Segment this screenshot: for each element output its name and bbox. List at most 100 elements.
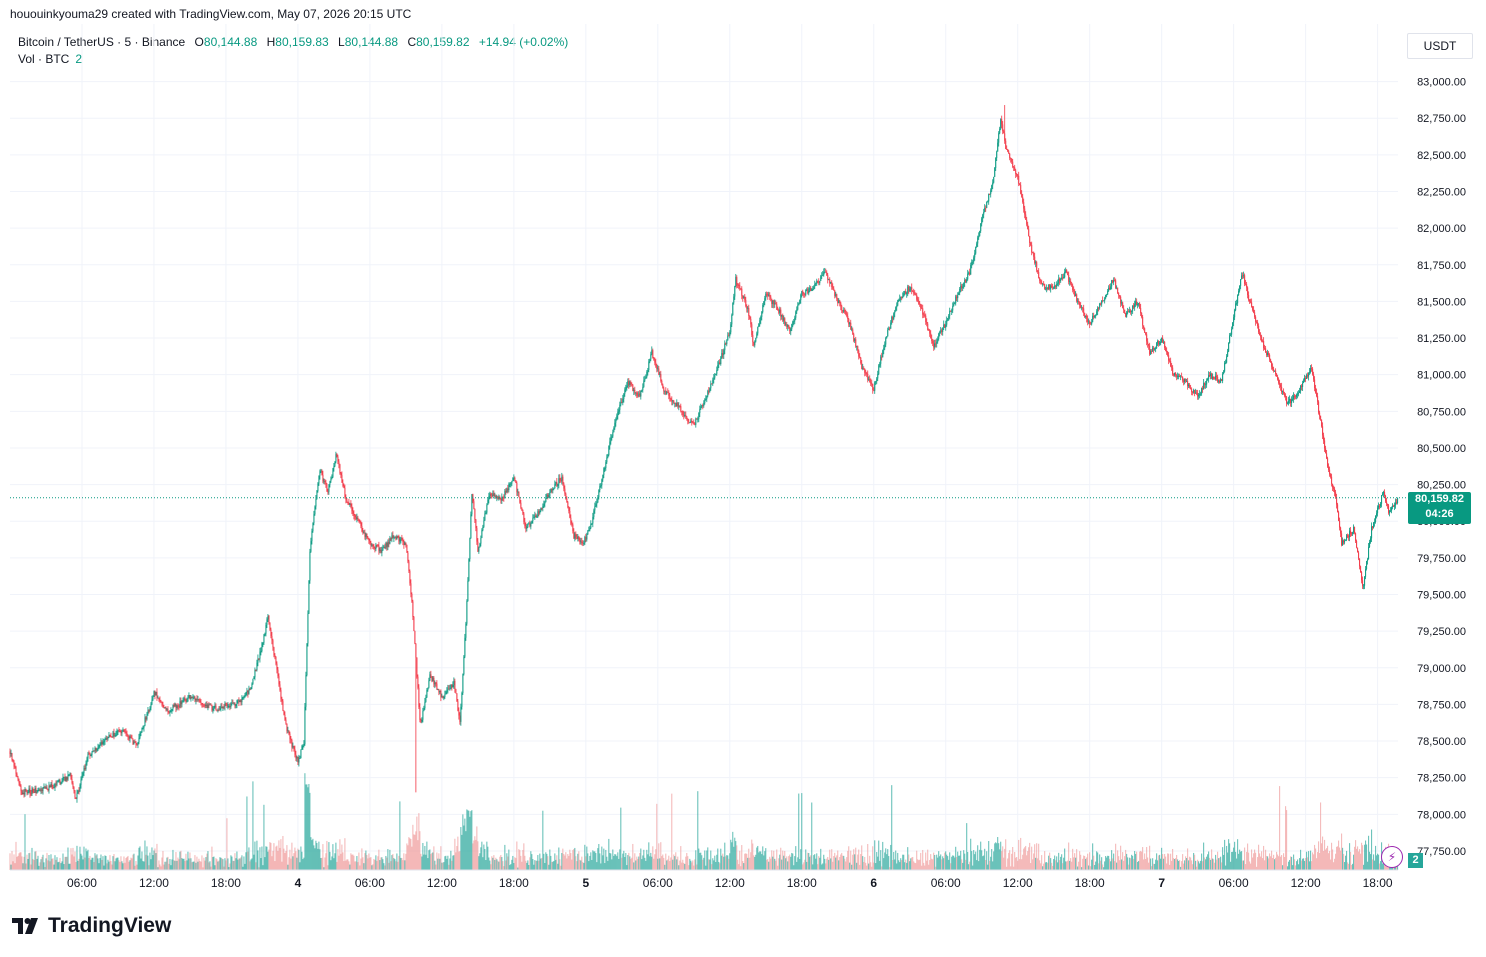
- candle: [1193, 388, 1195, 394]
- volume-bar: [158, 860, 160, 870]
- candle: [495, 494, 497, 499]
- volume-bar: [664, 864, 666, 870]
- volume-bar: [979, 849, 981, 870]
- candle: [980, 223, 982, 233]
- volume-bar: [1248, 852, 1250, 870]
- candle: [903, 291, 905, 297]
- volume-bar: [694, 859, 696, 870]
- volume-bar: [886, 854, 888, 870]
- volume-bar: [1250, 863, 1252, 870]
- y-tick-label: 80,500.00: [1417, 443, 1466, 455]
- candle: [84, 764, 86, 771]
- volume-bar: [140, 858, 142, 870]
- candle: [1296, 393, 1298, 400]
- volume-bar: [64, 856, 66, 870]
- candle: [1352, 531, 1354, 536]
- volume-bar: [1155, 859, 1157, 870]
- candle: [1235, 300, 1237, 312]
- candle: [457, 699, 459, 712]
- candle: [845, 309, 847, 316]
- candle: [1111, 279, 1113, 290]
- currency-button[interactable]: USDT: [1407, 33, 1473, 59]
- candle: [72, 781, 74, 790]
- volume-bar: [207, 851, 209, 870]
- candle: [334, 461, 336, 467]
- volume-bar: [155, 853, 157, 870]
- candle: [115, 730, 117, 737]
- volume-bar: [845, 861, 847, 870]
- volume-bar: [449, 858, 451, 870]
- volume-bar: [626, 865, 628, 870]
- candle: [811, 288, 813, 292]
- candle: [161, 701, 163, 707]
- candle: [1097, 306, 1099, 316]
- volume-bar: [1332, 849, 1334, 870]
- volume-bar: [1227, 852, 1229, 870]
- candle: [532, 514, 534, 524]
- volume-bar: [659, 858, 661, 870]
- volume-bar: [1362, 845, 1364, 870]
- candle: [1226, 354, 1228, 364]
- volume-bar: [680, 846, 682, 870]
- volume-bar: [1313, 854, 1315, 870]
- candle: [750, 316, 752, 328]
- candle: [1077, 298, 1079, 305]
- volume-bar: [1267, 856, 1269, 870]
- candle: [14, 762, 16, 769]
- candle: [1263, 337, 1265, 351]
- candle: [187, 695, 189, 702]
- symbol-title[interactable]: Bitcoin / TetherUS · 5 · Binance: [18, 35, 186, 49]
- candle: [586, 532, 588, 542]
- volume-bar: [929, 860, 931, 870]
- volume-bar: [1236, 858, 1238, 870]
- candle: [248, 685, 250, 695]
- volume-bar: [1031, 846, 1033, 870]
- volume-bar: [328, 842, 330, 870]
- candle: [774, 299, 776, 308]
- volume-bar: [230, 855, 232, 870]
- candle: [134, 739, 136, 743]
- volume-bar: [488, 857, 490, 870]
- candle: [620, 398, 622, 407]
- volume-bar: [615, 854, 617, 870]
- candle: [884, 341, 886, 351]
- candle: [701, 405, 703, 408]
- candle: [1326, 450, 1328, 460]
- volume-bar: [652, 846, 654, 870]
- candle: [1385, 494, 1387, 503]
- volume-bar: [901, 860, 903, 870]
- candle: [367, 536, 369, 540]
- volume-bar: [1201, 853, 1203, 870]
- volume-bar: [1039, 860, 1041, 870]
- volume-bar: [1159, 854, 1161, 870]
- lightning-icon[interactable]: ⚡: [1381, 846, 1403, 868]
- candle: [848, 317, 850, 328]
- volume-bar: [564, 855, 566, 870]
- candle: [1028, 225, 1030, 237]
- volume-bar: [882, 841, 884, 870]
- volume-label[interactable]: Vol · BTC: [18, 52, 70, 66]
- candle: [379, 547, 381, 554]
- candle: [569, 507, 571, 519]
- candle: [1274, 370, 1276, 372]
- volume-bar: [980, 841, 982, 870]
- candle: [1190, 384, 1192, 390]
- candle: [841, 304, 843, 314]
- candle: [475, 518, 477, 532]
- volume-bar: [655, 849, 657, 870]
- volume-bar: [632, 843, 634, 870]
- volume-bar: [343, 861, 345, 870]
- volume-bar: [785, 858, 787, 870]
- candle: [695, 417, 697, 428]
- candle: [844, 307, 846, 314]
- candle: [1086, 313, 1088, 323]
- volume-bar: [431, 852, 433, 870]
- volume-bar: [576, 861, 578, 870]
- volume-bar: [603, 848, 605, 870]
- volume-bar: [443, 862, 445, 870]
- candle: [824, 267, 826, 274]
- volume-bar: [1194, 854, 1196, 870]
- volume-bar: [520, 855, 522, 870]
- volume-bar: [223, 866, 225, 870]
